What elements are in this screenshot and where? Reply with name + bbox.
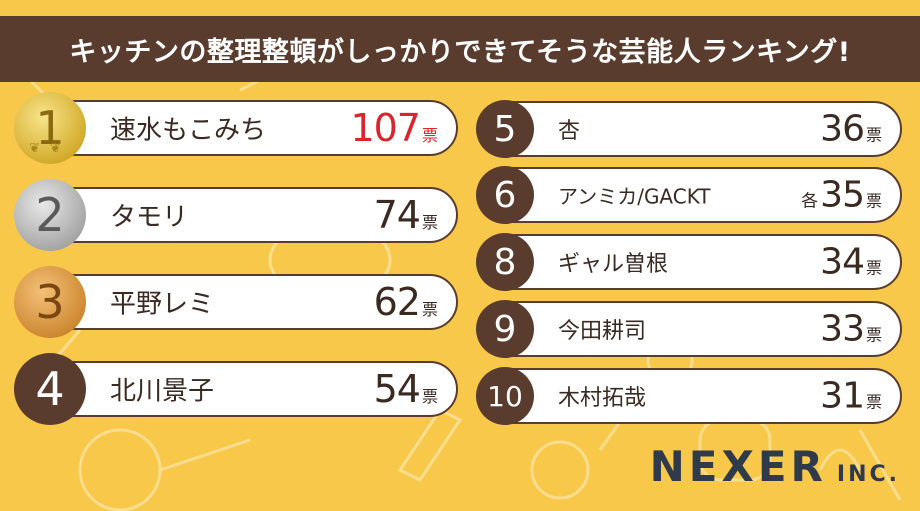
vote-count: 107 票 <box>350 106 438 150</box>
rank-number: 10 <box>487 379 523 413</box>
rank-badge: 10 <box>476 367 534 425</box>
rank-badge: 9 <box>476 300 534 358</box>
vote-unit: 票 <box>421 387 438 406</box>
ranking-row-1: 1 ❦❦ 速水もこみち 107 票 <box>14 92 458 164</box>
rank-badge: 6 <box>476 166 534 224</box>
logo-sub: INC. <box>836 462 900 487</box>
rank-number: 8 <box>493 241 517 283</box>
rank-badge-bronze: 3 <box>14 266 86 338</box>
vote-number: 31 <box>820 375 865 417</box>
vote-number: 74 <box>373 193 421 237</box>
celebrity-name: 木村拓哉 <box>558 386 647 411</box>
vote-number: 54 <box>373 367 421 411</box>
vote-count: 33 票 <box>820 309 882 350</box>
ranking-row-9: 9 今田耕司 33 票 <box>476 300 902 358</box>
rank-badge: 5 <box>476 100 534 158</box>
vote-count: 54 票 <box>374 367 438 411</box>
celebrity-name: 今田耕司 <box>558 319 647 344</box>
celebrity-name: ギャル曽根 <box>558 252 669 277</box>
vote-unit: 票 <box>865 258 882 278</box>
ranking-row-5: 5 杏 36 票 <box>476 100 902 158</box>
celebrity-name: 杏 <box>558 119 581 144</box>
vote-number: 36 <box>820 108 865 150</box>
rank-number: 1 <box>35 101 65 155</box>
vote-unit: 票 <box>865 191 882 211</box>
rank-number: 9 <box>493 308 517 350</box>
rank-number: 3 <box>35 275 65 329</box>
vote-count: 各 35 票 <box>801 175 882 216</box>
rank-badge: 8 <box>476 233 534 291</box>
rank-number: 4 <box>35 362 65 416</box>
vote-number: 107 <box>350 106 421 150</box>
ranking-row-4: 4 北川景子 54 票 <box>14 353 458 425</box>
vote-unit: 票 <box>865 125 882 145</box>
ranking-row-3: 3 平野レミ 62 票 <box>14 266 458 338</box>
ranking-row-10: 10 木村拓哉 31 票 <box>476 367 902 425</box>
vote-number: 35 <box>820 174 865 216</box>
rank-badge: 4 <box>14 353 86 425</box>
celebrity-name: タモリ <box>110 202 189 233</box>
rank-badge-gold: 1 ❦❦ <box>14 92 86 164</box>
vote-unit: 票 <box>865 392 882 412</box>
rank-number: 5 <box>493 108 517 150</box>
vote-unit: 票 <box>421 126 438 145</box>
celebrity-name: 平野レミ <box>110 289 215 320</box>
vote-count: 31 票 <box>820 376 882 417</box>
ranking-row-2: 2 タモリ 74 票 <box>14 179 458 251</box>
vote-count: 74 票 <box>374 193 438 237</box>
vote-number: 33 <box>820 308 865 350</box>
ranking-row-8: 8 ギャル曽根 34 票 <box>476 233 902 291</box>
page-title: キッチンの整理整頓がしっかりできてそうな芸能人ランキング! <box>0 16 920 82</box>
vote-count: 36 票 <box>820 109 882 150</box>
ranking-row-6: 6 アンミカ/GACKT 各 35 票 <box>476 166 902 224</box>
rank-number: 2 <box>35 188 65 242</box>
celebrity-name: 北川景子 <box>110 376 215 407</box>
celebrity-name: 速水もこみち <box>110 115 267 146</box>
vote-number: 62 <box>373 280 421 324</box>
rank-badge-silver: 2 <box>14 179 86 251</box>
vote-count: 62 票 <box>374 280 438 324</box>
vote-count: 34 票 <box>820 242 882 283</box>
celebrity-name: アンミカ/GACKT <box>558 184 711 209</box>
rank-number: 6 <box>493 174 517 216</box>
vote-unit: 票 <box>865 325 882 345</box>
vote-prefix: 各 <box>801 191 819 212</box>
vote-unit: 票 <box>421 213 438 232</box>
logo-main: NEXER <box>649 442 827 491</box>
vote-number: 34 <box>820 241 865 283</box>
vote-unit: 票 <box>421 300 438 319</box>
nexer-logo: NEXER INC. <box>650 442 900 491</box>
laurel-icon: ❦❦ <box>29 141 71 156</box>
